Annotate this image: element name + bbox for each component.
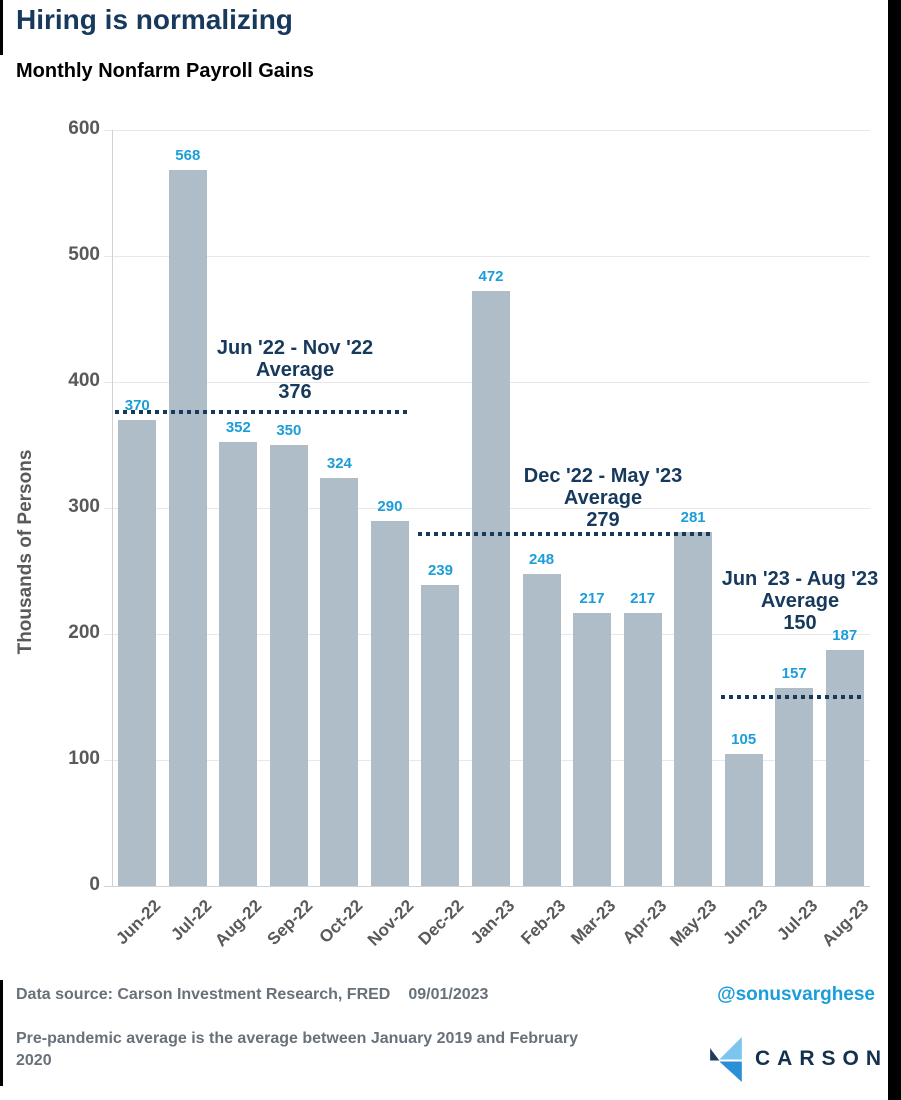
- y-tick-label: 200: [68, 622, 100, 643]
- gridline: [104, 129, 870, 131]
- bar-value-label: 187: [832, 627, 858, 645]
- bar-value-label: 157: [781, 665, 807, 683]
- y-tick-label: 100: [68, 748, 100, 769]
- bar-value-label: 370: [124, 396, 150, 414]
- pre-pandemic-note: Pre-pandemic average is the average betw…: [16, 1030, 579, 1069]
- average-annotation-line: Jun '23 - Aug '23: [721, 568, 879, 590]
- average-annotation: Dec '22 - May '23 Average 279: [483, 465, 723, 531]
- average-annotation-line: Jun '22 - Nov '22: [216, 337, 374, 359]
- bar-value-label: 239: [427, 561, 453, 579]
- average-annotation: Jun '22 - Nov '22 Average 376: [175, 337, 415, 403]
- bar: [674, 531, 713, 886]
- average-annotation-line: Average: [255, 359, 335, 381]
- y-tick-label: 500: [68, 244, 100, 265]
- average-annotation-line: 150: [783, 612, 817, 634]
- average-annotation-line: Average: [760, 590, 840, 612]
- bar: [421, 584, 460, 886]
- date-label: 09/01/2023: [408, 986, 489, 1003]
- bar: [623, 612, 662, 886]
- bar: [573, 612, 612, 886]
- bar: [118, 419, 157, 886]
- chart-headline: Hiring is normalizing: [16, 4, 293, 35]
- bar: [168, 170, 207, 886]
- average-line: [418, 532, 711, 537]
- bar: [472, 291, 510, 886]
- left-edge-accent-top: [0, 0, 3, 55]
- bar: [370, 520, 409, 886]
- bar-value-label: 324: [326, 454, 352, 472]
- bar-value-label: 290: [377, 497, 403, 515]
- bar-value-label: 352: [225, 419, 251, 437]
- data-source-label: Data source: Carson Investment Research,…: [16, 986, 391, 1003]
- y-axis-line: [112, 130, 113, 886]
- average-annotation-line: Average: [563, 487, 643, 509]
- average-line: [721, 695, 862, 699]
- right-edge-strip: [888, 0, 901, 1100]
- bar-value-label: 248: [529, 550, 555, 568]
- bar: [522, 573, 561, 886]
- bar-value-label: 472: [478, 268, 504, 286]
- average-annotation-line: 376: [278, 381, 312, 403]
- bar-value-label: 568: [175, 147, 201, 165]
- carson-logo: CARSON: [710, 1036, 888, 1082]
- bar: [825, 650, 864, 886]
- twitter-handle: @sonusvarghese: [717, 984, 875, 1005]
- bar: [724, 753, 763, 886]
- average-annotation-line: Dec '22 - May '23: [523, 465, 683, 487]
- bar-value-label: 217: [579, 589, 605, 607]
- average-annotation: Jun '23 - Aug '23 Average 150: [680, 568, 901, 634]
- bar: [775, 688, 814, 886]
- y-tick-label: 600: [68, 118, 100, 139]
- average-line: [115, 410, 408, 415]
- y-tick-label: 0: [89, 874, 100, 895]
- bar-value-label: 350: [276, 422, 302, 439]
- y-tick-label: 300: [68, 496, 100, 517]
- carson-logo-text: CARSON: [755, 1047, 889, 1070]
- bar-value-label: 217: [630, 589, 656, 607]
- average-annotation-line: 279: [586, 509, 620, 531]
- left-edge-accent-bottom: [0, 980, 3, 1086]
- bar-value-label: 105: [731, 730, 757, 748]
- gridline: [104, 885, 870, 887]
- bar: [219, 442, 258, 886]
- bar: [320, 477, 359, 886]
- bar-value-label: 281: [680, 508, 706, 526]
- data-source-text: Data source: Carson Investment Research,…: [16, 986, 488, 1004]
- chart-subtitle: Monthly Nonfarm Payroll Gains: [16, 60, 314, 82]
- carson-logo-icon: [710, 1036, 744, 1082]
- bar: [269, 445, 308, 886]
- gridline: [104, 255, 870, 257]
- y-tick-label: 400: [68, 370, 100, 391]
